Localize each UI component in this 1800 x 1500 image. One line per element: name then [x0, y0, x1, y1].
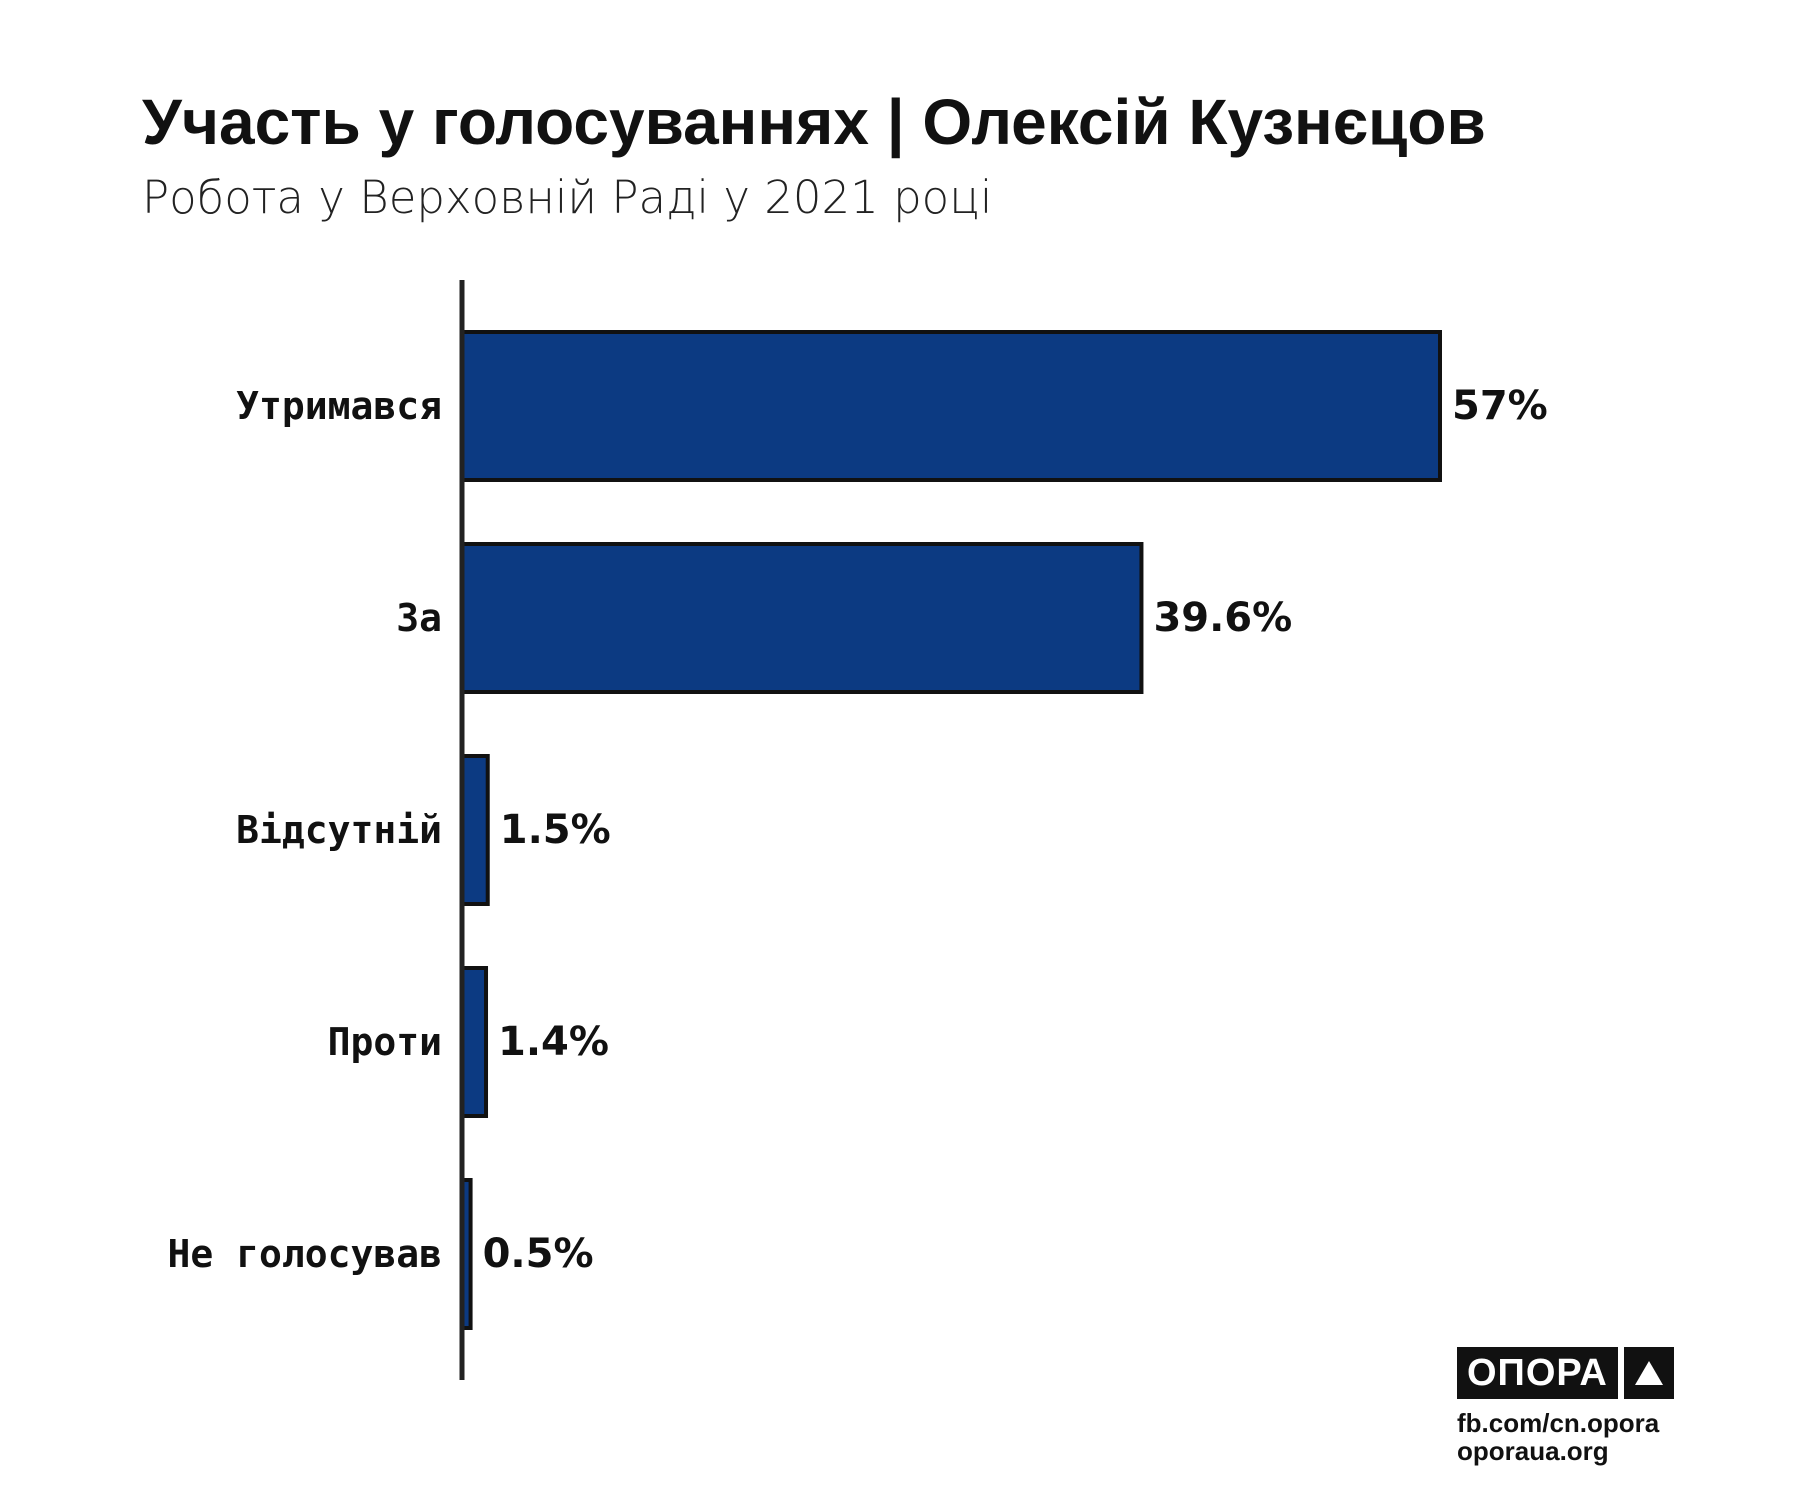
- bars-layer: Утримався 57% За 39.6% Відсутній 1.5% Проти 1.4…: [167, 330, 1548, 1330]
- chart-subtitle: Робота у Верховній Раді у 2021 році: [142, 171, 993, 224]
- facebook-link[interactable]: fb.com/cn.opora: [1457, 1408, 1660, 1438]
- category-label: Відсутній: [236, 808, 442, 852]
- bar: [460, 542, 1144, 694]
- chart-title: Участь у голосуваннях | Олексій Кузнєцов: [142, 86, 1486, 158]
- bar: [460, 330, 1442, 482]
- bar: [460, 966, 489, 1118]
- category-label: За: [396, 596, 442, 640]
- value-label: 0.5%: [483, 1231, 594, 1277]
- value-label: 1.5%: [500, 807, 611, 853]
- value-label: 57%: [1452, 383, 1548, 429]
- logo-text: ОПОРА: [1457, 1347, 1618, 1399]
- bar: [460, 754, 490, 906]
- category-label: Проти: [328, 1020, 442, 1064]
- value-label: 39.6%: [1153, 595, 1292, 641]
- category-label: Не голосував: [167, 1232, 442, 1276]
- opora-logo: ОПОРА: [1457, 1347, 1674, 1399]
- value-label: 1.4%: [498, 1019, 609, 1065]
- triangle-icon: [1623, 1347, 1674, 1399]
- website-link[interactable]: oporaua.org: [1457, 1436, 1609, 1466]
- category-label: Утримався: [236, 384, 442, 428]
